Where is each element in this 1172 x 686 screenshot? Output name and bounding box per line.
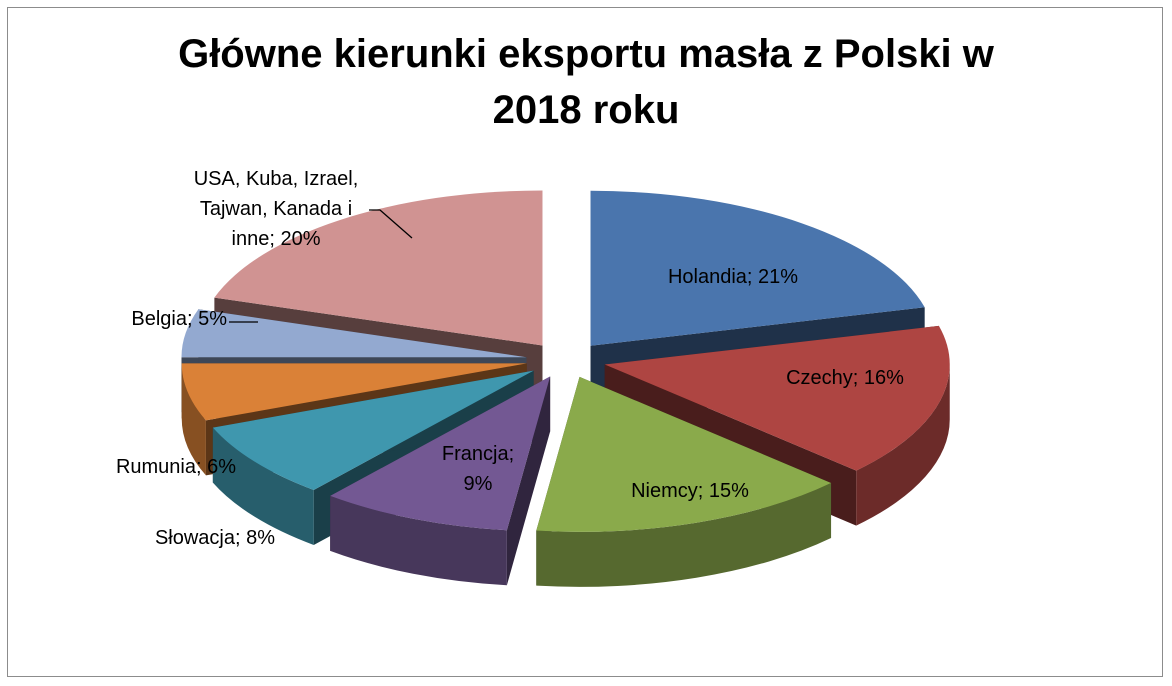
slice-czechy-rim (856, 364, 950, 526)
chart-title: Główne kierunki eksportu masła z Polski … (0, 26, 1172, 138)
data-label-niemcy: Niemcy; 15% (631, 480, 749, 502)
leader-line-usa-kuba-izrael-tajwan-kanada-i-inne (369, 209, 413, 239)
slice-slowacja-rim (212, 427, 314, 545)
data-label-niemcy-line: Niemcy; 15% (631, 480, 749, 502)
data-label-rumunia-line: Rumunia; 6% (116, 456, 236, 478)
data-label-usa-kuba-izrael-tajwan-kanada-i-inne-line: USA, Kuba, Izrael, (194, 168, 359, 190)
data-label-rumunia: Rumunia; 6% (116, 456, 236, 478)
data-label-francja-line: 9% (464, 473, 493, 495)
data-label-belgia-line: Belgia; 5% (131, 308, 227, 330)
slice-niemcy-top (536, 376, 832, 532)
data-label-francja-line: Francja; (442, 443, 514, 465)
data-label-usa-kuba-izrael-tajwan-kanada-i-inne-line: inne; 20% (232, 228, 321, 250)
chart-title-line-1: Główne kierunki eksportu masła z Polski … (178, 32, 994, 76)
data-label-czechy: Czechy; 16% (786, 367, 904, 389)
chart-title-line-2: 2018 roku (492, 88, 680, 132)
slice-niemcy-rim (536, 483, 832, 587)
data-label-slowacja-line: Słowacja; 8% (155, 527, 275, 549)
data-label-francja: Francja; 9% (442, 443, 514, 495)
data-label-holandia-line: Holandia; 21% (668, 266, 798, 288)
data-label-usa-kuba-izrael-tajwan-kanada-i-inne: USA, Kuba, Izrael, Tajwan, Kanada i inne; … (194, 168, 359, 250)
slice-belgia-top (181, 309, 527, 358)
slice-usa-kuba-izrael-tajwan-kanada-i-inne-top (214, 190, 543, 346)
slice-slowacja-top (212, 370, 534, 490)
slice-francja (330, 376, 551, 586)
data-label-holandia: Holandia; 21% (668, 266, 798, 288)
slice-francja-top (330, 376, 551, 531)
slice-francja-rim (330, 495, 507, 586)
data-label-czechy-line: Czechy; 16% (786, 367, 904, 389)
slice-holandia-top (590, 190, 925, 346)
data-label-usa-kuba-izrael-tajwan-kanada-i-inne-line: Tajwan, Kanada i (200, 198, 352, 220)
slice-rumunia-rim (181, 363, 206, 476)
slice-czechy-top (604, 325, 950, 471)
data-label-slowacja: Słowacja; 8% (155, 527, 275, 549)
slice-rumunia-top (181, 363, 527, 421)
data-label-belgia: Belgia; 5% (131, 308, 227, 330)
slice-niemcy (536, 376, 832, 587)
